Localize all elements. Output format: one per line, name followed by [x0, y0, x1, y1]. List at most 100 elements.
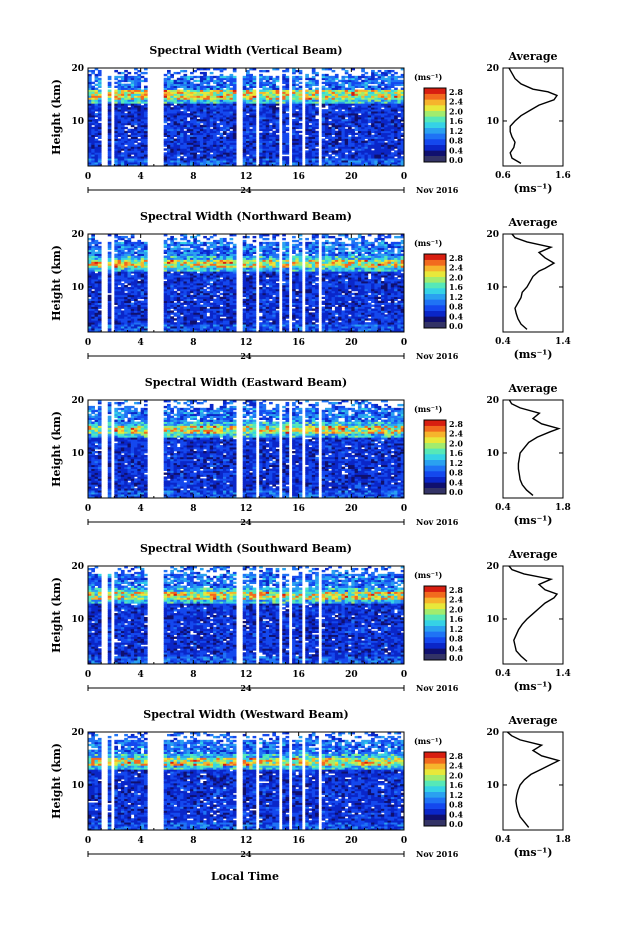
heatmap-cell [186, 290, 191, 294]
heatmap-cell [272, 162, 277, 165]
heatmap-cell [203, 113, 207, 116]
heatmap-cell [120, 326, 125, 329]
heatmap-cell [351, 124, 356, 128]
heatmap-cell [130, 279, 135, 282]
heatmap-cell [130, 304, 135, 307]
heatmap-cell [295, 122, 300, 126]
heatmap-cell [203, 85, 207, 88]
heatmap-cell [180, 103, 184, 106]
heatmap-cell [140, 269, 145, 272]
heatmap-cell [117, 75, 122, 79]
heatmap-cell [367, 111, 372, 114]
heatmap-cell [292, 77, 296, 81]
heatmap-cell [354, 95, 359, 98]
heatmap-cell [387, 156, 392, 159]
heatmap-cell [387, 111, 392, 114]
heatmap-cell [295, 144, 300, 147]
heatmap-cell [91, 71, 95, 75]
heatmap-cell [173, 304, 178, 307]
heatmap-cell [387, 107, 392, 110]
heatmap-cell [397, 122, 402, 126]
heatmap-cell [325, 115, 329, 118]
heatmap-cell [107, 118, 112, 122]
heatmap-cell [199, 160, 204, 163]
heatmap-cell [361, 107, 365, 110]
heatmap-cell [315, 134, 319, 137]
heatmap-cell [143, 245, 148, 249]
heatmap-cell [120, 237, 125, 241]
heatmap-cell [120, 140, 125, 143]
heatmap-cell [134, 148, 138, 151]
heatmap-cell [265, 107, 270, 110]
heatmap-cell [167, 89, 171, 92]
heatmap-cell [232, 154, 237, 157]
heatmap-cell [209, 138, 214, 141]
heatmap-cell [163, 241, 168, 245]
heatmap-cell [357, 158, 362, 161]
heatmap-cell [269, 118, 273, 122]
heatmap-cell [325, 79, 329, 83]
heatmap-cell [180, 134, 184, 137]
heatmap-cell [364, 136, 369, 139]
heatmap-cell [143, 71, 148, 75]
heatmap-cell [321, 120, 326, 124]
heatmap-cell [203, 103, 207, 106]
heatmap-cell [262, 122, 267, 126]
heatmap-cell [311, 107, 316, 110]
heatmap-cell [384, 142, 388, 145]
heatmap-cell [117, 279, 122, 282]
heatmap-cell [222, 120, 227, 124]
heatmap-cell [127, 164, 132, 167]
heatmap-cell [190, 101, 194, 104]
heatmap-cell [117, 138, 122, 141]
heatmap-cell [374, 107, 379, 110]
heatmap-cell [371, 152, 375, 155]
heatmap-cell [311, 122, 316, 126]
heatmap-cell [88, 132, 92, 136]
heatmap-cell [91, 300, 95, 303]
heatmap-cell [130, 97, 135, 100]
heatmap-cell [190, 81, 194, 85]
heatmap-cell [272, 144, 277, 147]
heatmap-cell [170, 255, 174, 258]
heatmap-cell [127, 267, 132, 270]
heatmap-cell [196, 162, 201, 165]
heatmap-cell [170, 73, 174, 77]
heatmap-cell [143, 284, 148, 288]
heatmap-cell [371, 146, 375, 149]
heatmap-cell [127, 314, 132, 317]
heatmap-cell [186, 257, 191, 260]
heatmap-cell [94, 122, 99, 126]
heatmap-cell [127, 162, 132, 165]
heatmap-cell [367, 138, 372, 141]
heatmap-cell [173, 97, 178, 100]
heatmap-cell [91, 261, 95, 264]
heatmap-cell [143, 150, 148, 153]
heatmap-cell [331, 136, 336, 139]
heatmap-cell [186, 261, 191, 264]
heatmap-cell [262, 164, 267, 167]
heatmap-cell [331, 105, 336, 108]
heatmap-cell [170, 310, 174, 313]
heatmap-cell [193, 257, 198, 260]
heatmap-cell [203, 241, 207, 245]
heatmap-cell [384, 87, 388, 90]
heatmap-cell [134, 243, 138, 247]
heatmap-cell [137, 277, 142, 280]
heatmap-cell [120, 91, 125, 94]
heatmap-cell [88, 156, 92, 159]
heatmap-cell [295, 83, 300, 87]
heatmap-cell [249, 77, 253, 81]
heatmap-cell [311, 124, 316, 128]
heatmap-cell [124, 322, 128, 325]
heatmap-cell [377, 117, 382, 120]
heatmap-cell [91, 259, 95, 262]
heatmap-cell [173, 314, 178, 317]
heatmap-cell [364, 126, 369, 130]
heatmap-cell [91, 281, 95, 284]
heatmap-cell [97, 118, 102, 122]
heatmap-cell [209, 109, 214, 112]
heatmap-cell [190, 164, 194, 167]
heatmap-cell [371, 124, 375, 128]
heatmap-cell [357, 77, 362, 81]
